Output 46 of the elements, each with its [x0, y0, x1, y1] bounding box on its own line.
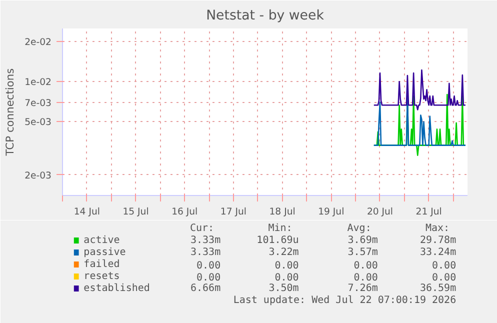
legend-label: resets	[84, 271, 120, 282]
x-tick-label: 16 Jul	[172, 206, 198, 218]
text: 0.00	[196, 272, 221, 284]
text: 0.00	[274, 272, 299, 284]
x-tick-label: 14 Jul	[74, 206, 100, 218]
y-tick-label: 2e-02	[24, 36, 52, 48]
text: 3.50m	[268, 283, 299, 294]
text: 3.57m	[348, 247, 378, 258]
text: 0.00	[274, 260, 299, 272]
text: 3.33m	[190, 247, 221, 258]
text: 0.00	[354, 272, 378, 284]
y-tick-label: 7e-03	[24, 98, 52, 109]
chart-title: Netstat - by week	[206, 8, 324, 24]
text: 0.00	[432, 260, 456, 272]
text: 101.69u	[256, 235, 299, 246]
x-tick-label: 18 Jul	[269, 206, 296, 218]
x-tick-label: 15 Jul	[122, 206, 149, 218]
x-tick-label: 20 Jul	[366, 206, 394, 218]
legend-label: passive	[84, 247, 126, 258]
text: 33.24m	[420, 247, 456, 258]
text: Last update: Wed Jul 22 07:00:19 2026	[233, 295, 456, 306]
text: Avg:	[347, 223, 372, 234]
legend-label: established	[84, 283, 150, 294]
y-tick-label: 2e-03	[24, 170, 52, 182]
legend-label: failed	[84, 259, 120, 270]
text: 29.78m	[420, 235, 456, 246]
line-series	[373, 69, 466, 110]
text: 0.00	[196, 260, 221, 272]
text: 3.69m	[348, 235, 378, 246]
text: 0.00	[354, 260, 378, 272]
text: 3.33m	[190, 235, 221, 246]
text: Max:	[425, 223, 450, 234]
x-tick-label: 21 Jul	[416, 206, 442, 218]
text: Cur:	[190, 223, 214, 234]
text: 6.66m	[190, 283, 221, 294]
legend-label: active	[84, 235, 120, 246]
text: Min:	[268, 223, 292, 234]
text: 7.26m	[348, 283, 378, 294]
x-tick-label: 19 Jul	[318, 206, 344, 218]
y-tick-label: 1e-02	[24, 77, 52, 88]
x-tick-label: 17 Jul	[220, 206, 247, 218]
y-axis-title: TCP connections	[4, 68, 17, 157]
text: 3.22m	[268, 247, 299, 258]
text: 36.59m	[420, 283, 456, 294]
y-tick-label: 5e-03	[24, 117, 52, 128]
text: 0.00	[432, 272, 456, 284]
